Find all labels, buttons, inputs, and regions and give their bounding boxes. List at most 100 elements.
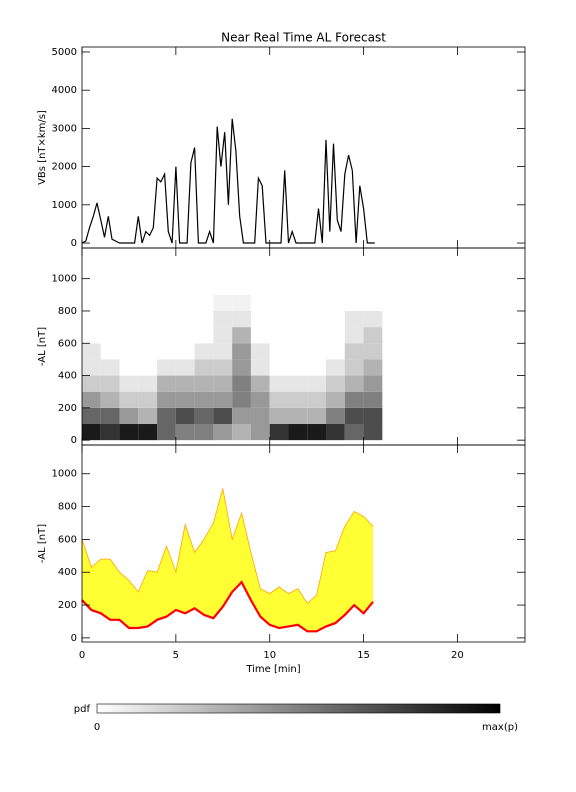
pdf-cell xyxy=(119,343,139,360)
pdf-cell xyxy=(157,391,176,408)
pdf-cell xyxy=(344,310,364,328)
pdf-cell xyxy=(138,294,158,311)
pdf-cell xyxy=(157,343,176,360)
y-axis-label: -AL [nT] xyxy=(37,524,48,563)
pdf-cell xyxy=(307,359,327,376)
colorbar-max: max(p) xyxy=(482,722,518,733)
pdf-cell xyxy=(250,343,270,360)
y-tick-label: 1000 xyxy=(52,469,77,480)
pdf-cell xyxy=(213,343,233,360)
pdf-cell xyxy=(269,424,289,441)
pdf-cell xyxy=(326,424,345,441)
pdf-cell xyxy=(326,375,345,392)
pdf-cell xyxy=(100,407,120,425)
pdf-cell xyxy=(250,310,270,328)
pdf-cell xyxy=(175,424,195,441)
y-tick-label: 400 xyxy=(58,567,77,578)
pdf-cell xyxy=(157,407,176,425)
pdf-cell xyxy=(288,375,308,392)
pdf-cell xyxy=(194,343,214,360)
pdf-cell xyxy=(307,327,327,344)
pdf-cell xyxy=(288,310,308,328)
pdf-cell xyxy=(213,391,233,408)
y-tick-label: 0 xyxy=(71,238,77,249)
y-axis-label: -AL [nT] xyxy=(37,327,48,366)
y-tick-label: 600 xyxy=(58,338,77,349)
pdf-cell xyxy=(157,327,176,344)
pdf-cell xyxy=(288,424,308,441)
pdf-cell xyxy=(326,294,345,311)
pdf-cell xyxy=(232,391,251,408)
pdf-cell xyxy=(232,310,251,328)
pdf-cell xyxy=(250,407,270,425)
pdf-cell xyxy=(250,391,270,408)
pdf-cell xyxy=(363,294,383,311)
y-tick-label: 800 xyxy=(58,306,77,317)
pdf-cell xyxy=(213,407,233,425)
y-tick-label: 1000 xyxy=(52,274,77,285)
y-tick-label: 0 xyxy=(71,435,77,446)
pdf-cell xyxy=(288,327,308,344)
pdf-cell xyxy=(138,359,158,376)
chart-title: Near Real Time AL Forecast xyxy=(221,31,386,45)
pdf-cell xyxy=(344,375,364,392)
pdf-cell xyxy=(269,391,289,408)
pdf-cell xyxy=(307,343,327,360)
pdf-cell xyxy=(213,424,233,441)
pdf-cell xyxy=(232,359,251,376)
pdf-cell xyxy=(269,294,289,311)
pdf-cell xyxy=(119,327,139,344)
pdf-cell xyxy=(232,294,251,311)
pdf-cell xyxy=(363,391,383,408)
pdf-cell xyxy=(307,407,327,425)
pdf-cell xyxy=(326,407,345,425)
pdf-cell xyxy=(213,310,233,328)
pdf-cell xyxy=(175,407,195,425)
pdf-cell xyxy=(157,424,176,441)
pdf-cell xyxy=(344,359,364,376)
pdf-cell xyxy=(269,359,289,376)
pdf-cell xyxy=(100,424,120,441)
y-tick-label: 600 xyxy=(58,534,77,545)
y-tick-label: 4000 xyxy=(52,85,77,96)
pdf-cell xyxy=(363,359,383,376)
lower-line xyxy=(81,580,374,633)
pdf-cell xyxy=(232,424,251,441)
y-tick-label: 5000 xyxy=(52,47,77,58)
pdf-cell xyxy=(100,294,120,311)
pdf-cell xyxy=(194,327,214,344)
pdf-cell xyxy=(250,375,270,392)
pdf-cell xyxy=(175,343,195,360)
pdf-cell xyxy=(213,359,233,376)
pdf-cell xyxy=(82,359,101,376)
x-tick-label: 0 xyxy=(79,650,85,661)
pdf-cell xyxy=(250,424,270,441)
pdf-cell xyxy=(157,294,176,311)
pdf-cell xyxy=(175,327,195,344)
pdf-cell xyxy=(82,310,101,328)
pdf-cell xyxy=(175,375,195,392)
pdf-cell xyxy=(326,391,345,408)
pdf-cell xyxy=(288,391,308,408)
pdf-cell xyxy=(232,375,251,392)
pdf-cell xyxy=(307,294,327,311)
pdf-cell xyxy=(138,343,158,360)
pdf-cell xyxy=(157,359,176,376)
y-tick-label: 200 xyxy=(58,600,77,611)
pdf-cell xyxy=(250,327,270,344)
pdf-cell xyxy=(363,424,383,441)
pdf-cell xyxy=(194,407,214,425)
pdf-cell xyxy=(119,359,139,376)
pdf-cell xyxy=(363,375,383,392)
pdf-cell xyxy=(363,310,383,328)
pdf-cell xyxy=(344,294,364,311)
pdf-cell xyxy=(119,294,139,311)
pdf-cell xyxy=(175,359,195,376)
pdf-cell xyxy=(213,294,233,311)
x-axis-label: Time [min] xyxy=(245,664,300,675)
plot-frame xyxy=(81,444,526,643)
spread-band xyxy=(82,488,373,632)
pdf-cell xyxy=(194,294,214,311)
pdf-cell xyxy=(326,310,345,328)
